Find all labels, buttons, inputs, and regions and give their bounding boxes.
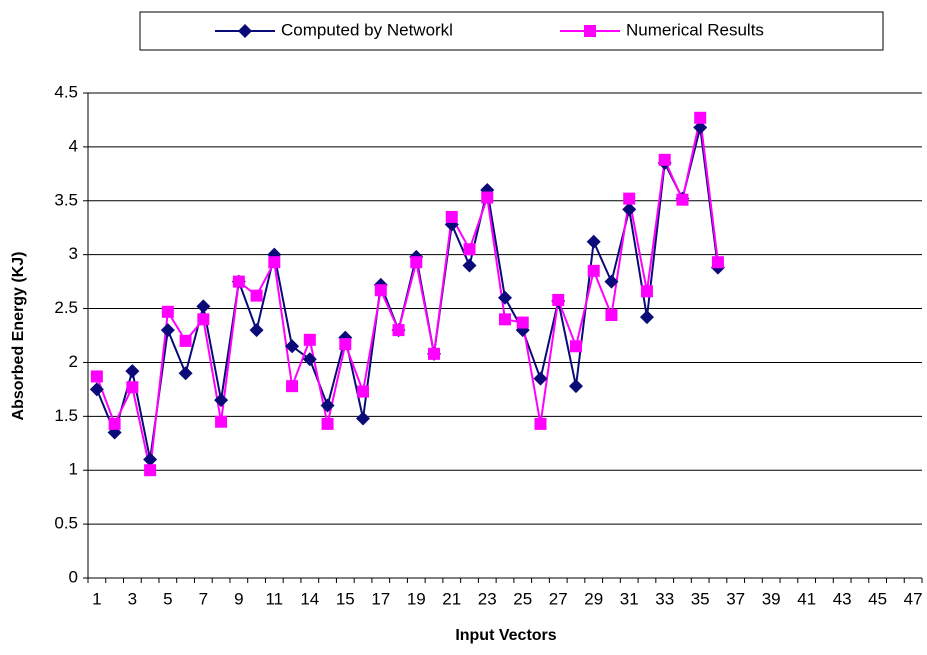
data-point <box>179 334 192 347</box>
x-tick-label: 17 <box>371 589 390 608</box>
y-tick-label: 3.5 <box>54 190 78 209</box>
x-tick-label: 45 <box>868 589 887 608</box>
data-point <box>374 284 387 297</box>
data-point <box>516 316 529 329</box>
data-point <box>90 370 103 383</box>
x-tick-label: 41 <box>797 589 816 608</box>
y-tick-label: 2 <box>69 352 78 371</box>
data-point <box>658 153 671 166</box>
data-point <box>143 452 158 467</box>
data-point <box>587 264 600 277</box>
x-tick-label: 7 <box>199 589 208 608</box>
x-tick-label: 23 <box>478 589 497 608</box>
x-tick-label: 47 <box>904 589 923 608</box>
data-point <box>125 364 140 379</box>
data-point <box>321 417 334 430</box>
data-point <box>533 371 548 386</box>
x-tick-label: 1 <box>92 589 101 608</box>
data-point <box>302 352 317 367</box>
data-point <box>639 310 654 325</box>
data-point <box>534 417 547 430</box>
data-point <box>693 120 708 135</box>
data-point <box>445 210 458 223</box>
x-tick-label: 33 <box>655 589 674 608</box>
y-tick-label: 0 <box>69 567 78 586</box>
legend-marker <box>584 25 596 37</box>
data-point <box>339 338 352 351</box>
data-point <box>249 323 264 338</box>
data-point <box>623 192 636 205</box>
data-point <box>215 415 228 428</box>
x-tick-label: 11 <box>265 589 283 608</box>
data-point <box>392 324 405 337</box>
data-point <box>144 464 157 477</box>
data-point <box>161 305 174 318</box>
data-point <box>463 243 476 256</box>
data-point <box>178 366 193 381</box>
data-point <box>481 191 494 204</box>
y-tick-label: 0.5 <box>54 514 78 533</box>
data-point <box>160 323 175 338</box>
data-point <box>622 202 637 217</box>
x-tick-label: 5 <box>163 589 172 608</box>
x-tick-label: 19 <box>407 589 426 608</box>
x-tick-label: 39 <box>762 589 781 608</box>
data-point <box>320 398 335 413</box>
x-tick-label: 37 <box>726 589 745 608</box>
data-point <box>711 256 724 269</box>
series-line <box>95 117 719 471</box>
data-point <box>569 340 582 353</box>
y-tick-label: 2.5 <box>54 298 78 317</box>
x-tick-label: 21 <box>442 589 461 608</box>
data-point <box>568 379 583 394</box>
data-point <box>268 256 281 269</box>
data-point <box>303 333 316 346</box>
data-point <box>126 381 139 394</box>
data-point <box>108 417 121 430</box>
x-tick-label: 25 <box>513 589 532 608</box>
x-tick-label: 35 <box>691 589 710 608</box>
x-tick-label: 31 <box>620 589 639 608</box>
data-point <box>356 411 371 426</box>
data-point <box>250 289 263 302</box>
data-point <box>498 290 512 305</box>
y-tick-label: 1.5 <box>54 406 78 425</box>
x-tick-label: 14 <box>300 589 319 608</box>
legend-label: Computed by Networkl <box>281 20 453 39</box>
data-point <box>197 313 210 326</box>
legend-marker <box>238 24 252 38</box>
y-tick-label: 1 <box>69 460 78 479</box>
data-point <box>232 275 245 288</box>
data-point <box>357 385 370 398</box>
data-point <box>285 339 300 354</box>
data-point <box>640 285 653 298</box>
legend-label: Numerical Results <box>626 20 764 39</box>
data-point <box>214 393 229 408</box>
data-point <box>89 382 104 397</box>
data-point <box>694 111 707 124</box>
x-tick-label: 9 <box>234 589 243 608</box>
data-point <box>552 293 565 306</box>
x-tick-label: 27 <box>549 589 568 608</box>
y-axis-label: Absorbed Energy (KJ) <box>10 252 27 421</box>
y-tick-label: 3 <box>69 244 78 263</box>
x-tick-label: 29 <box>584 589 603 608</box>
data-point <box>410 256 423 269</box>
data-point <box>499 313 511 326</box>
data-point <box>586 234 601 249</box>
x-tick-label: 43 <box>833 589 852 608</box>
y-tick-label: 4 <box>69 136 78 155</box>
x-axis-label: Input Vectors <box>455 627 556 644</box>
data-point <box>196 299 211 314</box>
data-point <box>462 258 477 273</box>
x-tick-label: 15 <box>336 589 355 608</box>
data-point <box>428 347 441 360</box>
data-point <box>605 309 618 322</box>
data-point <box>604 274 619 289</box>
data-point <box>286 380 299 393</box>
data-point <box>676 193 689 206</box>
y-tick-label: 4.5 <box>54 82 78 101</box>
x-tick-label: 3 <box>128 589 137 608</box>
